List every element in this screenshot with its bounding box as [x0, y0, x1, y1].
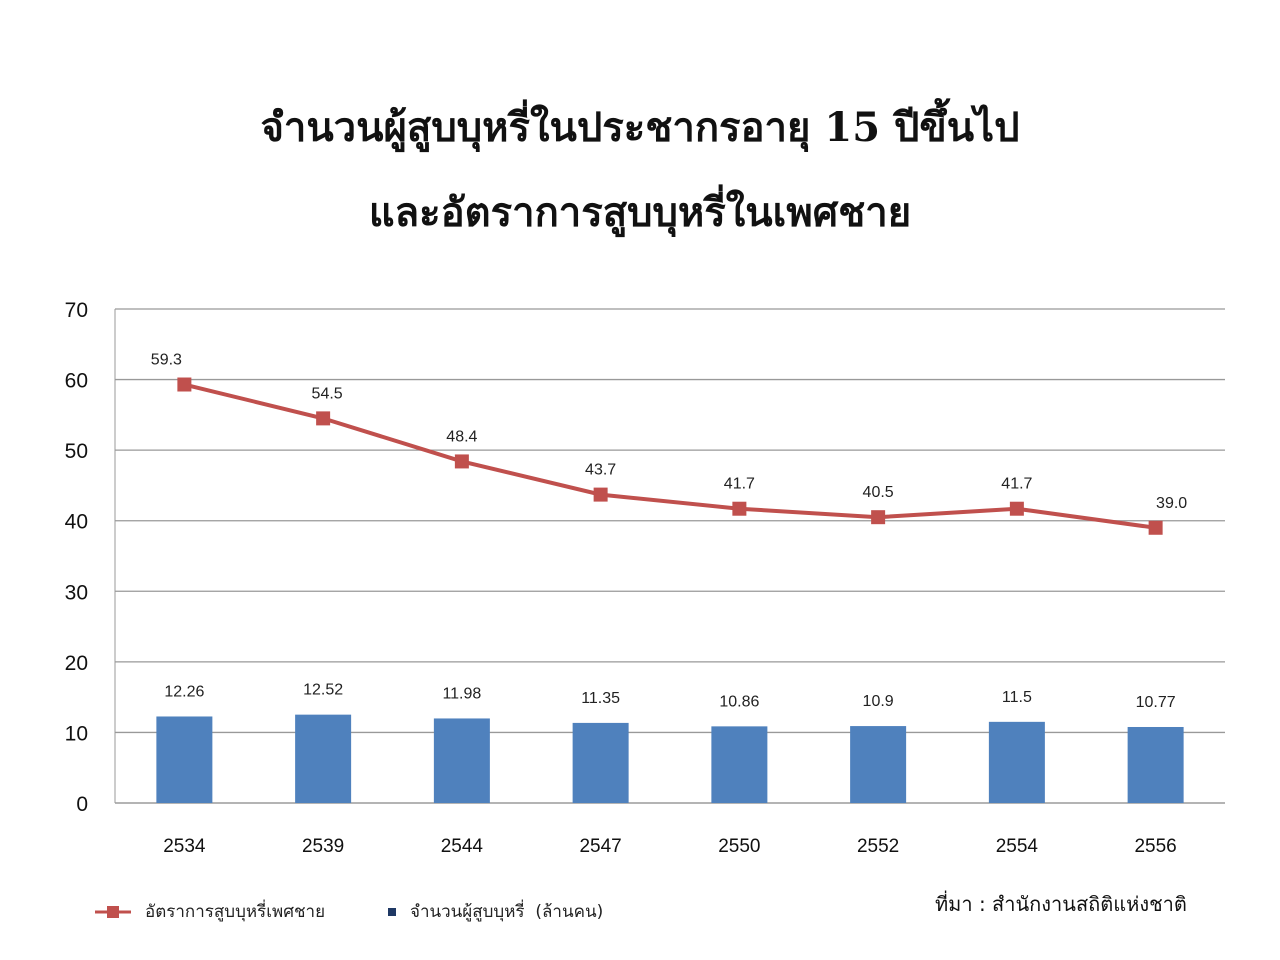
x-tick-label: 2539 — [302, 836, 344, 857]
line-marker — [732, 501, 747, 516]
x-tick-label: 2534 — [163, 836, 206, 857]
line-data-label: 59.3 — [151, 352, 182, 369]
bar — [433, 718, 490, 803]
y-tick-label: 70 — [65, 299, 88, 322]
chart-title-line-1: จำนวนผู้สูบบุหรี่ในประชากรอายุ 15 ปีขึ้น… — [260, 104, 1020, 151]
x-tick-label: 2552 — [857, 836, 899, 857]
line-data-label: 39.0 — [1156, 495, 1187, 512]
bar-data-label: 11.98 — [442, 685, 481, 702]
bar — [295, 714, 352, 803]
line-marker — [316, 411, 331, 426]
line-marker — [454, 454, 469, 469]
bar-data-label: 12.52 — [303, 682, 343, 699]
x-tick-label: 2554 — [996, 836, 1039, 857]
y-tick-label: 40 — [65, 511, 88, 534]
x-tick-label: 2544 — [441, 836, 484, 857]
line-data-label: 40.5 — [863, 484, 894, 501]
y-tick-label: 50 — [65, 440, 88, 463]
bar — [988, 721, 1045, 803]
y-tick-label: 10 — [65, 722, 88, 745]
line-data-label: 43.7 — [585, 462, 616, 479]
bar — [1127, 726, 1184, 803]
source-note: ที่มา : สำนักงานสถิติแห่งชาติ — [935, 892, 1187, 916]
legend-label-line: อัตราการสูบบุหรี่เพศชาย — [145, 902, 326, 922]
bar — [572, 722, 629, 803]
line-marker — [1148, 520, 1163, 535]
bar-data-label: 10.9 — [863, 693, 894, 710]
y-tick-label: 0 — [76, 793, 88, 816]
bar — [156, 716, 213, 803]
bar — [711, 726, 768, 803]
legend-item-line: อัตราการสูบบุหรี่เพศชาย — [95, 898, 325, 925]
x-tick-label: 2547 — [579, 836, 621, 857]
bar-data-label: 10.86 — [719, 693, 759, 710]
line-data-label: 41.7 — [724, 476, 755, 493]
line-marker — [871, 510, 886, 525]
legend-item-bar: จำนวนผู้สูบบุหรี่ (ล้านคน) — [388, 898, 603, 925]
legend-bar-marker-icon — [388, 907, 396, 916]
bar — [850, 726, 907, 803]
y-tick-label: 60 — [65, 370, 88, 393]
legend-line-marker-icon — [95, 905, 131, 918]
bar-data-label: 11.5 — [1002, 689, 1032, 706]
bar-data-label: 10.77 — [1136, 694, 1176, 711]
legend-label-bar: จำนวนผู้สูบบุหรี่ (ล้านคน) — [410, 902, 604, 922]
line-data-label: 48.4 — [446, 428, 477, 445]
line-marker — [593, 487, 608, 502]
x-tick-label: 2556 — [1134, 836, 1176, 857]
chart-title-line-2: และอัตราการสูบบุหรี่ในเพศชาย — [368, 189, 912, 236]
line-marker — [177, 377, 192, 392]
y-tick-label: 20 — [65, 652, 88, 675]
bar-data-label: 12.26 — [164, 683, 204, 700]
line-marker — [1009, 501, 1024, 516]
line-data-label: 54.5 — [312, 385, 343, 402]
line-data-label: 41.7 — [1001, 476, 1032, 493]
y-tick-label: 30 — [65, 581, 88, 604]
bar-data-label: 11.35 — [581, 690, 620, 707]
series-line — [183, 382, 1156, 530]
x-tick-label: 2550 — [718, 836, 760, 857]
